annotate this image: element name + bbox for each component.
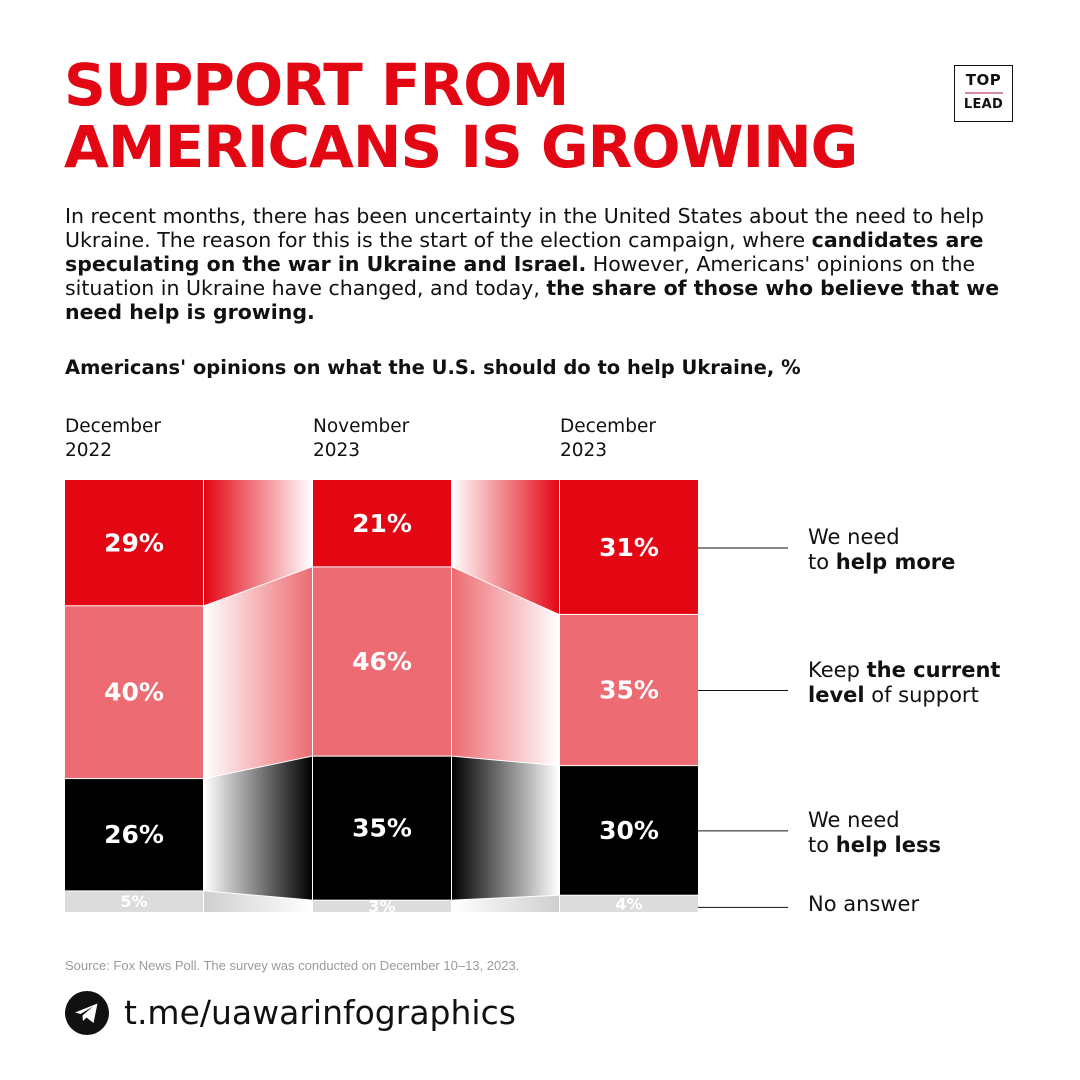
connector-help-more-0: [204, 480, 312, 606]
value-label-help-less-2: 30%: [599, 816, 659, 845]
bar-segment-help-less-1: [313, 756, 451, 900]
bar-segment-help-more-1: [313, 480, 451, 567]
bar-segment-help-less-2: [560, 766, 698, 895]
telegram-channel-link[interactable]: t.me/uawarinfographics: [124, 993, 516, 1032]
connector-keep-current-1: [452, 567, 559, 766]
connector-help-less-0: [204, 756, 312, 900]
value-label-keep-current-1: 46%: [352, 647, 412, 676]
connector-help-more-1: [452, 480, 559, 614]
period-label-nov-2023: November 2023: [313, 416, 410, 461]
period-label-dec-2022: December 2022: [65, 416, 161, 461]
value-label-keep-current-0: 40%: [104, 678, 164, 707]
value-label-no-answer-1: 3%: [368, 897, 395, 916]
bar-segment-no-answer-2: [560, 895, 698, 912]
connector-keep-current-0: [204, 567, 312, 779]
bar-segment-help-more-0: [65, 480, 203, 606]
intro-paragraph: In recent months, there has been uncerta…: [65, 204, 1000, 324]
legend-help-less: We need to help less: [808, 808, 941, 857]
connector-no-answer-1: [452, 895, 559, 912]
period-label-dec-2023: December 2023: [560, 416, 656, 461]
source-note: Source: Fox News Poll. The survey was co…: [65, 958, 520, 973]
value-label-help-more-2: 31%: [599, 533, 659, 562]
top-lead-logo: TOP LEAD: [954, 65, 1013, 122]
connector-help-less-1: [452, 756, 559, 900]
value-label-keep-current-2: 35%: [599, 676, 659, 705]
bar-segment-keep-current-0: [65, 606, 203, 779]
bar-segment-keep-current-1: [313, 567, 451, 756]
legend-no-answer: No answer: [808, 892, 920, 916]
value-label-help-more-1: 21%: [352, 509, 412, 538]
bar-segment-no-answer-1: [313, 900, 451, 912]
bar-segment-no-answer-0: [65, 891, 203, 912]
value-label-no-answer-2: 4%: [615, 894, 642, 913]
bar-segment-help-more-2: [560, 480, 698, 614]
value-label-help-less-1: 35%: [352, 814, 412, 843]
value-label-no-answer-0: 5%: [120, 892, 147, 911]
bar-segment-keep-current-2: [560, 614, 698, 766]
value-label-help-less-0: 26%: [104, 820, 164, 849]
value-label-help-more-0: 29%: [104, 529, 164, 558]
telegram-icon: [65, 991, 109, 1035]
connector-no-answer-0: [204, 891, 312, 912]
page-title: SUPPORT FROM AMERICANS IS GROWING: [64, 51, 858, 181]
chart-title: Americans' opinions on what the U.S. sho…: [65, 356, 801, 379]
bar-segment-help-less-0: [65, 779, 203, 891]
legend-help-more: We need to help more: [808, 525, 956, 574]
legend-keep-current-level: Keep the current level of support: [808, 658, 1001, 707]
